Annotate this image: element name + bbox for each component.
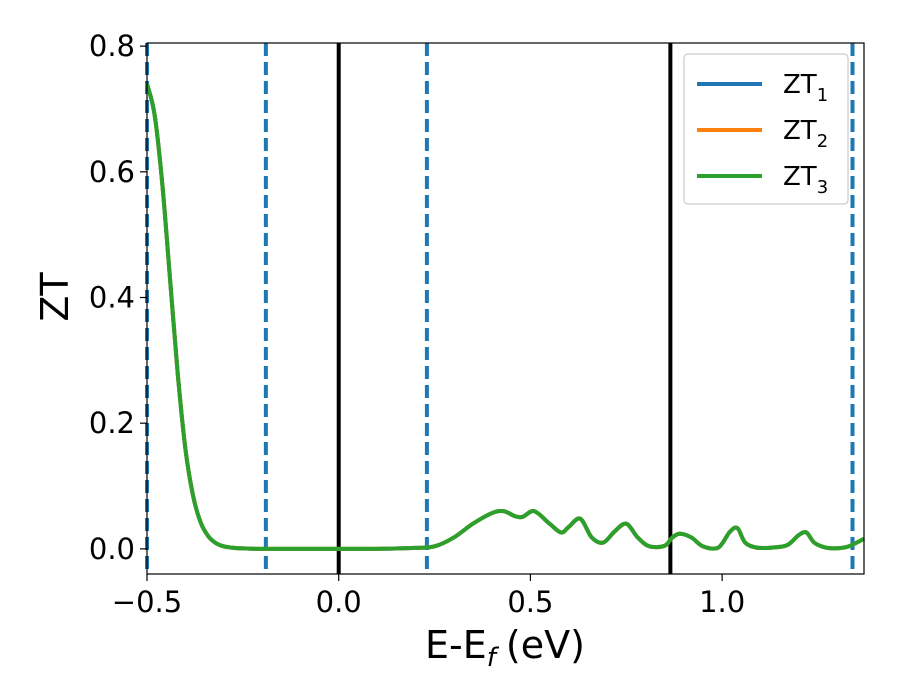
x-tick-label: 1.0 xyxy=(699,585,745,619)
x-axis-label: E-Ef (eV) xyxy=(425,623,585,673)
y-axis-ticks: 0.0 0.2 0.4 0.6 0.8 xyxy=(89,29,147,566)
y-tick-label: 0.0 xyxy=(89,532,135,566)
legend-label-3: ZT3 xyxy=(783,162,828,198)
y-tick-label: 0.8 xyxy=(89,29,135,63)
legend-label-1: ZT1 xyxy=(783,70,828,106)
y-tick-label: 0.2 xyxy=(89,406,135,440)
y-axis-label: ZT xyxy=(33,272,77,322)
x-tick-label: 0.0 xyxy=(316,585,362,619)
legend-label-2: ZT2 xyxy=(783,116,828,152)
x-axis-ticks: −0.5 0.0 0.5 1.0 xyxy=(112,574,745,619)
plot-frame xyxy=(146,42,865,575)
series-lines xyxy=(145,83,865,551)
legend: ZT1 ZT2 ZT3 xyxy=(683,53,849,205)
x-tick-label: −0.5 xyxy=(112,585,182,619)
series-line-3 xyxy=(145,83,865,551)
y-tick-label: 0.4 xyxy=(89,281,135,315)
x-tick-label: 0.5 xyxy=(507,585,553,619)
legend-box xyxy=(683,53,849,205)
y-tick-label: 0.6 xyxy=(89,155,135,189)
